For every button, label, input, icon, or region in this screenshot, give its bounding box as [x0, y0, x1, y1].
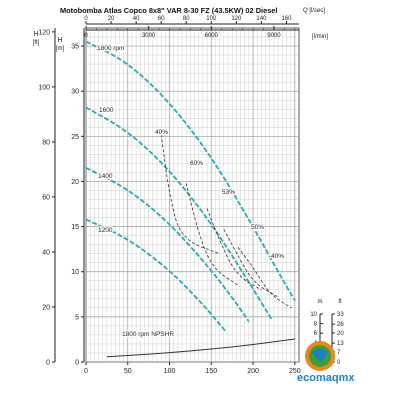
- npshr-tick-label-m: 8: [314, 322, 318, 328]
- x-tick-label-lsec: 80: [183, 16, 190, 22]
- y-axis-label-ft-unit: [ft]: [33, 40, 40, 46]
- head-curve-1600: [85, 106, 273, 320]
- x-tick-label-lsec: 60: [158, 16, 165, 22]
- efficiency-label: 53%: [222, 189, 235, 196]
- y-tick-label-ft: 100: [38, 84, 50, 91]
- y-tick-label-m: 35: [71, 44, 79, 51]
- y-tick-label-ft: 80: [42, 139, 50, 146]
- series-label: 1600: [99, 107, 114, 114]
- y-axis-label-ft-h: H: [33, 31, 38, 38]
- x-tick-label-lmin: 0: [84, 33, 88, 39]
- curves: [85, 40, 296, 358]
- x-tick-label-lmin: 3000: [142, 33, 156, 39]
- npshr-axis-label-m: m: [318, 299, 323, 305]
- y-tick-label-m: 20: [71, 179, 79, 186]
- logo-text: ecomaqmx: [297, 372, 355, 384]
- npshr-tick-label-ft: 26: [337, 322, 344, 328]
- efficiency-label: 40%: [271, 253, 284, 260]
- y-tick-label-m: 15: [71, 224, 79, 231]
- x-tick-label-lsec: 40: [133, 16, 140, 22]
- y-tick-label-ft: 0: [46, 360, 50, 367]
- y-tick-label-m: 10: [71, 269, 79, 276]
- y-tick-label-ft: 60: [42, 194, 50, 201]
- head-curve-1400: [85, 167, 250, 323]
- x-tick-label-m3h: 50: [124, 368, 132, 375]
- npshr-tick-label-m: 10: [310, 312, 317, 318]
- x-tick-label-m3h: 150: [205, 368, 217, 375]
- series-label: 1400: [98, 173, 113, 180]
- series-label: 1200: [98, 227, 113, 234]
- series-label: 1800 rpm: [97, 45, 124, 52]
- efficiency-line: [185, 183, 240, 287]
- y-tick-label-m: 0: [75, 360, 79, 367]
- efficiency-label: 50%: [251, 224, 264, 231]
- x-tick-label-m3h: 200: [247, 368, 259, 375]
- x-tick-label-lsec: 120: [231, 16, 242, 22]
- npshr-tick-label-ft: 33: [337, 312, 344, 318]
- series-label: 1800 rpm NPSHR: [122, 331, 174, 338]
- chart-title: Motobomba Atlas Copco 8x8" VAR 8-30 FZ (…: [60, 6, 277, 15]
- grid: [85, 27, 300, 363]
- npshr-tick-label-ft: 13: [337, 341, 344, 347]
- y-tick-label-ft: 40: [42, 249, 50, 256]
- y-tick-label-ft: 120: [38, 29, 50, 36]
- y-tick-label-m: 25: [71, 134, 79, 141]
- x-axis-label-lsec: Q [l/sec]: [303, 8, 325, 14]
- npshr-tick-label-ft: 7: [337, 350, 341, 356]
- efficiency-line: [160, 134, 220, 255]
- x-tick-label-lsec: 100: [206, 16, 217, 22]
- labels: 1800 rpm 1600 1400 1200 1800 rpm NPSHR 40% 60%…: [96, 44, 286, 340]
- npshr-tick-label-ft: 20: [337, 331, 344, 337]
- x-tick-label-m3h: 100: [164, 368, 176, 375]
- x-tick-label-lsec: 140: [256, 16, 267, 22]
- y-axis-label-m-unit: [m]: [56, 46, 65, 52]
- logo-map-icon: [312, 349, 328, 362]
- x-axis-label-lmin: [l/min]: [312, 34, 328, 40]
- efficiency-label: 40%: [155, 129, 168, 136]
- head-curve-1800-rpm: [85, 40, 296, 302]
- y-tick-label-m: 30: [71, 89, 79, 96]
- y-tick-label-m: 5: [75, 314, 79, 321]
- y-axis-label-m-h: H: [57, 37, 62, 44]
- npshr-axis-label-ft: ft: [338, 299, 342, 305]
- x-tick-label-lmin: 6000: [205, 33, 219, 39]
- efficiency-label: 60%: [190, 160, 203, 167]
- x-tick-label-m3h: 0: [84, 368, 88, 375]
- ecomaqmx-logo: ecomaqmx: [297, 341, 355, 384]
- x-tick-label-lmin: 9000: [267, 33, 281, 39]
- efficiency-line: [237, 247, 292, 309]
- npshr-tick-label-m: 6: [314, 331, 318, 337]
- x-tick-label-lsec: 160: [281, 16, 292, 22]
- y-tick-label-ft: 20: [42, 304, 50, 311]
- npshr-curve: [106, 338, 296, 358]
- x-tick-label-lsec: 20: [108, 16, 115, 22]
- x-tick-label-m3h: 250: [289, 368, 301, 375]
- npshr-tick-label-ft: 0: [337, 360, 341, 366]
- x-tick-label-lsec: 0: [84, 16, 88, 22]
- efficiency-line: [223, 229, 279, 298]
